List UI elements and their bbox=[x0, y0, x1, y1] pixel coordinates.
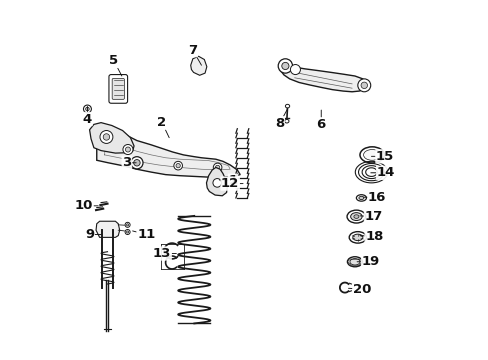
Text: 5: 5 bbox=[109, 54, 122, 76]
Circle shape bbox=[125, 147, 130, 152]
Text: 19: 19 bbox=[356, 255, 379, 268]
Polygon shape bbox=[206, 167, 227, 196]
Text: 4: 4 bbox=[82, 107, 92, 126]
Circle shape bbox=[103, 134, 109, 140]
Ellipse shape bbox=[359, 147, 384, 163]
Ellipse shape bbox=[348, 231, 366, 243]
Text: 12: 12 bbox=[221, 177, 243, 190]
Text: 16: 16 bbox=[363, 191, 386, 204]
Ellipse shape bbox=[284, 120, 288, 123]
Circle shape bbox=[176, 163, 180, 168]
Text: 9: 9 bbox=[85, 228, 101, 241]
Circle shape bbox=[278, 59, 292, 73]
Text: 13: 13 bbox=[153, 247, 176, 260]
Text: 1: 1 bbox=[219, 174, 237, 187]
Circle shape bbox=[131, 157, 142, 169]
Polygon shape bbox=[94, 126, 240, 177]
Circle shape bbox=[122, 144, 133, 154]
Ellipse shape bbox=[358, 196, 363, 199]
Polygon shape bbox=[279, 66, 366, 92]
Ellipse shape bbox=[346, 257, 362, 267]
Circle shape bbox=[85, 107, 89, 111]
Text: 18: 18 bbox=[359, 230, 383, 243]
Ellipse shape bbox=[346, 210, 365, 223]
Circle shape bbox=[290, 64, 300, 75]
Circle shape bbox=[125, 229, 130, 234]
Circle shape bbox=[125, 222, 130, 227]
Text: 10: 10 bbox=[75, 199, 98, 212]
Text: 11: 11 bbox=[132, 228, 155, 241]
Circle shape bbox=[212, 179, 221, 187]
Text: 7: 7 bbox=[188, 44, 201, 65]
Text: 6: 6 bbox=[316, 110, 325, 131]
Circle shape bbox=[357, 79, 370, 92]
Text: 20: 20 bbox=[348, 283, 370, 296]
Circle shape bbox=[281, 62, 288, 69]
Circle shape bbox=[213, 163, 222, 172]
Circle shape bbox=[215, 165, 219, 170]
Text: 17: 17 bbox=[359, 210, 382, 223]
Ellipse shape bbox=[356, 195, 366, 201]
Circle shape bbox=[100, 131, 113, 143]
Ellipse shape bbox=[349, 258, 359, 265]
Text: 2: 2 bbox=[157, 116, 169, 138]
Polygon shape bbox=[96, 221, 120, 237]
Circle shape bbox=[126, 224, 128, 226]
Ellipse shape bbox=[352, 234, 362, 240]
FancyBboxPatch shape bbox=[112, 78, 124, 99]
Ellipse shape bbox=[363, 149, 380, 160]
Ellipse shape bbox=[350, 213, 362, 221]
Ellipse shape bbox=[353, 215, 358, 219]
Text: 15: 15 bbox=[371, 150, 393, 163]
FancyBboxPatch shape bbox=[109, 75, 127, 103]
Ellipse shape bbox=[285, 104, 289, 108]
Polygon shape bbox=[190, 56, 206, 75]
Polygon shape bbox=[89, 123, 134, 153]
Text: 3: 3 bbox=[122, 156, 136, 169]
Circle shape bbox=[174, 161, 182, 170]
Circle shape bbox=[360, 82, 367, 89]
Circle shape bbox=[126, 231, 128, 233]
Circle shape bbox=[133, 159, 140, 166]
Text: 8: 8 bbox=[274, 109, 287, 130]
Circle shape bbox=[83, 105, 91, 113]
Text: 14: 14 bbox=[370, 166, 394, 179]
